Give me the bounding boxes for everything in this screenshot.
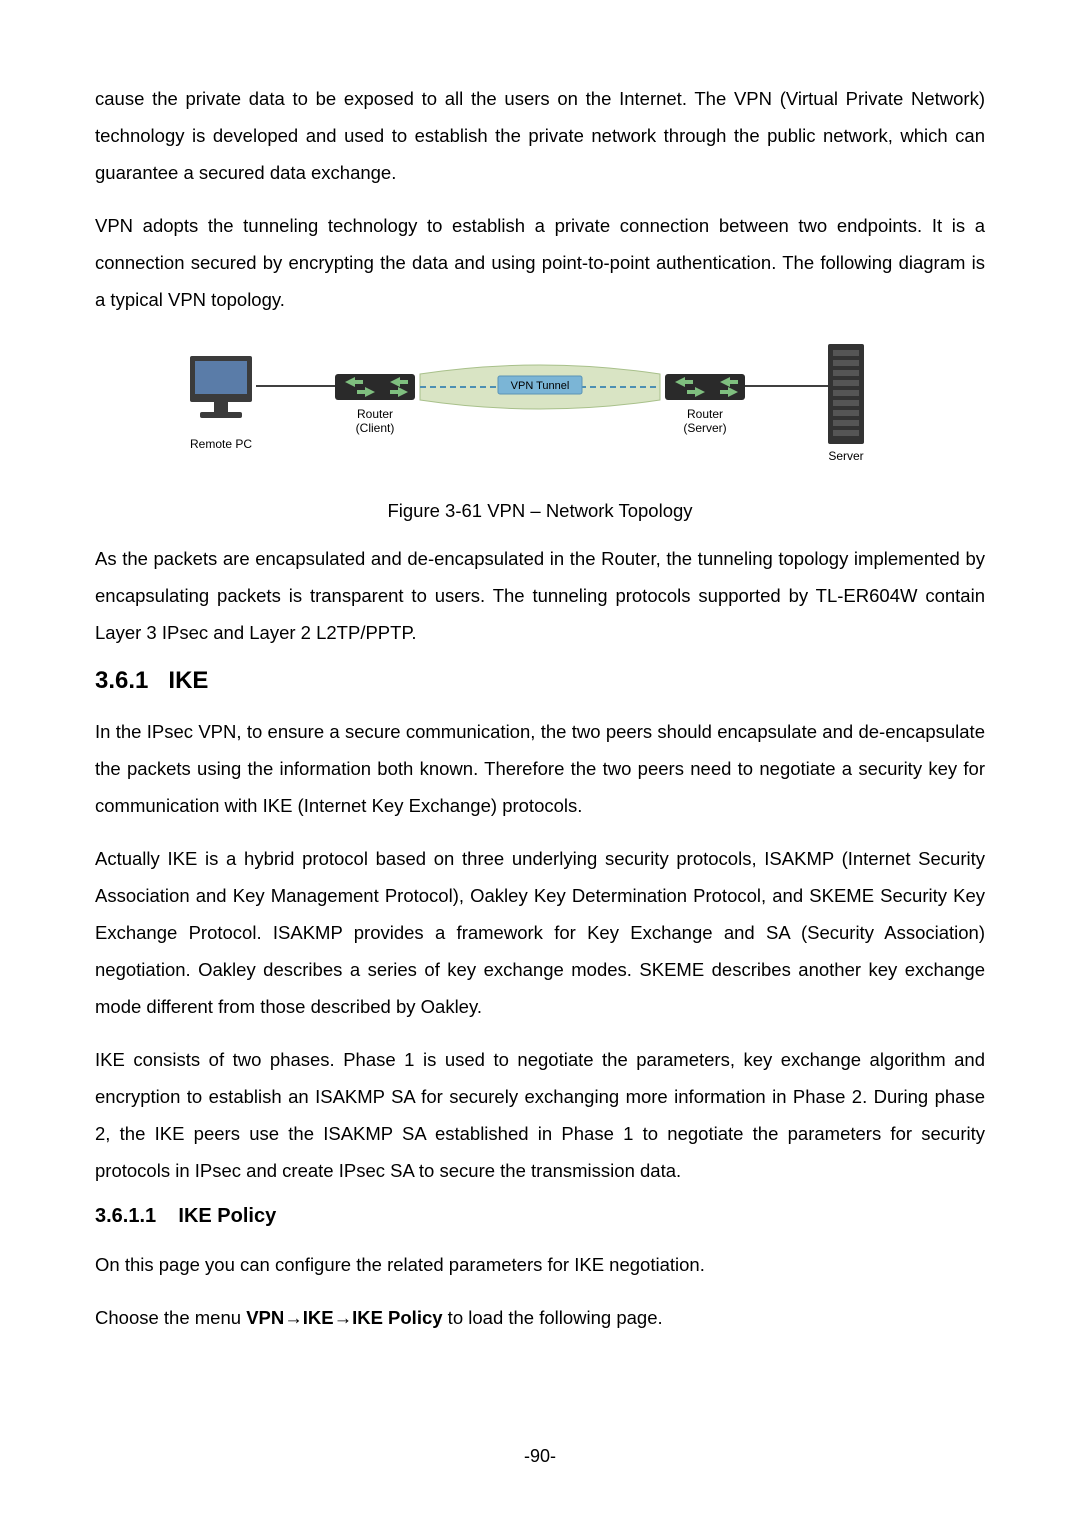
heading-ike: 3.6.1 IKE xyxy=(95,667,985,695)
heading-ike-policy-num: 3.6.1.1 xyxy=(95,1205,156,1227)
paragraph-3: As the packets are encapsulated and de-e… xyxy=(95,540,985,651)
vpn-topology-figure: Remote PC Router (Client) VPN Tunnel xyxy=(95,338,985,488)
server-label: Server xyxy=(828,449,863,463)
page-number: -90- xyxy=(0,1446,1080,1467)
router-client-label-1: Router xyxy=(357,407,393,421)
paragraph-1: cause the private data to be exposed to … xyxy=(95,80,985,191)
p8-post: to load the following page. xyxy=(443,1307,663,1328)
paragraph-4: In the IPsec VPN, to ensure a secure com… xyxy=(95,713,985,824)
paragraph-2: VPN adopts the tunneling technology to e… xyxy=(95,207,985,318)
router-client-icon xyxy=(335,374,415,400)
heading-ike-title: IKE xyxy=(168,667,208,694)
paragraph-8: Choose the menu VPN→IKE→IKE Policy to lo… xyxy=(95,1299,985,1336)
router-server-icon xyxy=(665,374,745,400)
p8-pre: Choose the menu xyxy=(95,1307,246,1328)
router-server-label-1: Router xyxy=(687,407,723,421)
heading-ike-policy: 3.6.1.1 IKE Policy xyxy=(95,1205,985,1228)
remote-pc-icon xyxy=(190,356,252,418)
paragraph-5: Actually IKE is a hybrid protocol based … xyxy=(95,840,985,1025)
p8-bold: VPN→IKE→IKE Policy xyxy=(246,1307,442,1328)
remote-pc-label: Remote PC xyxy=(190,437,252,451)
figure-caption: Figure 3-61 VPN – Network Topology xyxy=(95,500,985,522)
heading-ike-num: 3.6.1 xyxy=(95,667,148,694)
paragraph-7: On this page you can configure the relat… xyxy=(95,1246,985,1283)
heading-ike-policy-title: IKE Policy xyxy=(178,1205,276,1227)
vpn-topology-diagram: Remote PC Router (Client) VPN Tunnel xyxy=(160,338,920,488)
vpn-tunnel-label: VPN Tunnel xyxy=(511,380,570,392)
router-server-label-2: (Server) xyxy=(683,421,726,435)
router-client-label-2: (Client) xyxy=(356,421,395,435)
paragraph-6: IKE consists of two phases. Phase 1 is u… xyxy=(95,1041,985,1189)
server-icon xyxy=(828,344,864,444)
